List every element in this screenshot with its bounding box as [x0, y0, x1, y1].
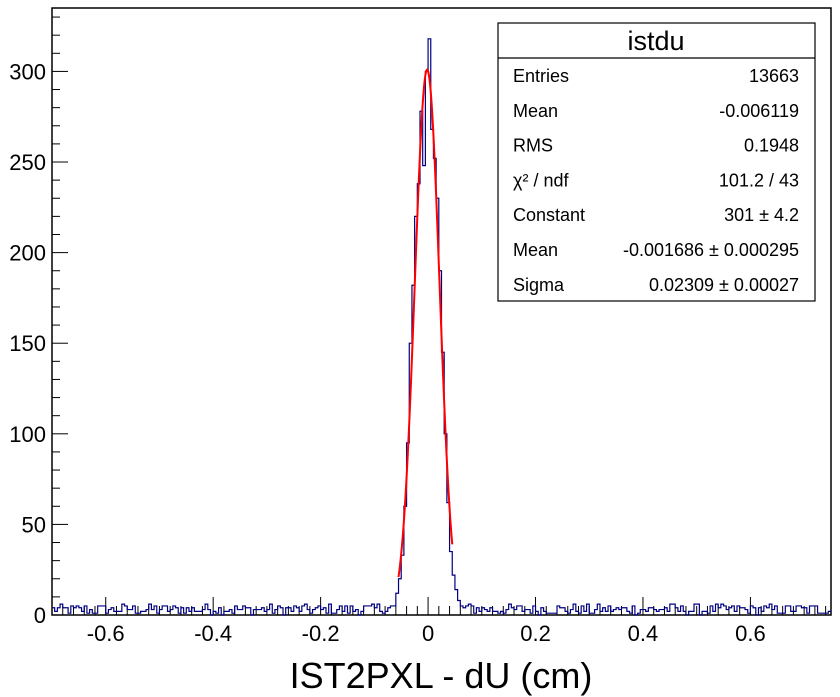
y-tick-label: 300 [9, 59, 46, 84]
x-tick-label: 0.4 [628, 621, 659, 646]
stats-row-label: Mean [513, 101, 558, 121]
stats-row-value: -0.006119 [719, 101, 799, 121]
stats-row-value: 0.1948 [744, 136, 799, 156]
y-tick-label: 100 [9, 422, 46, 447]
stats-row-label: Entries [513, 66, 569, 86]
stats-box-title: istdu [627, 26, 684, 56]
stats-row-value: 301 ± 4.2 [724, 205, 799, 225]
x-tick-label: -0.2 [302, 621, 340, 646]
x-tick-label: -0.4 [194, 621, 232, 646]
x-tick-label: 0 [422, 621, 434, 646]
stats-row-value: 13663 [749, 66, 799, 86]
stats-box-frame [497, 22, 816, 302]
y-tick-label: 0 [34, 603, 46, 628]
x-axis-tick-labels: -0.6 -0.4 -0.2 0 0.2 0.4 0.6 [87, 621, 766, 646]
x-tick-label: -0.6 [87, 621, 125, 646]
stats-box: istdu Entries 13663 Mean -0.006119 RMS 0.1948… [497, 22, 816, 302]
y-tick-label: 200 [9, 241, 46, 266]
y-axis-ticks [52, 16, 68, 616]
y-tick-label: 50 [22, 512, 46, 537]
stats-row-label: RMS [513, 136, 553, 156]
stats-row-value: -0.001686 ± 0.000295 [623, 240, 799, 260]
stats-row-label: Constant [513, 205, 585, 225]
stats-row-label: Mean [513, 240, 558, 260]
y-axis-tick-labels: 0 50 100 150 200 250 300 [9, 59, 46, 628]
y-tick-label: 150 [9, 331, 46, 356]
y-tick-label: 250 [9, 150, 46, 175]
x-axis-title: IST2PXL - dU (cm) [290, 655, 593, 696]
gaussian-fit-curve [397, 68, 454, 578]
x-tick-label: 0.6 [735, 621, 766, 646]
stats-row-value: 101.2 / 43 [719, 170, 799, 190]
stats-row-label: χ² / ndf [513, 170, 569, 190]
stats-row-value: 0.02309 ± 0.00027 [649, 275, 799, 295]
stats-row-label: Sigma [513, 275, 565, 295]
x-tick-label: 0.2 [520, 621, 551, 646]
histogram-series [52, 38, 831, 616]
stats-box-rows: Entries 13663 Mean -0.006119 RMS 0.1948 χ² / n… [513, 66, 799, 295]
